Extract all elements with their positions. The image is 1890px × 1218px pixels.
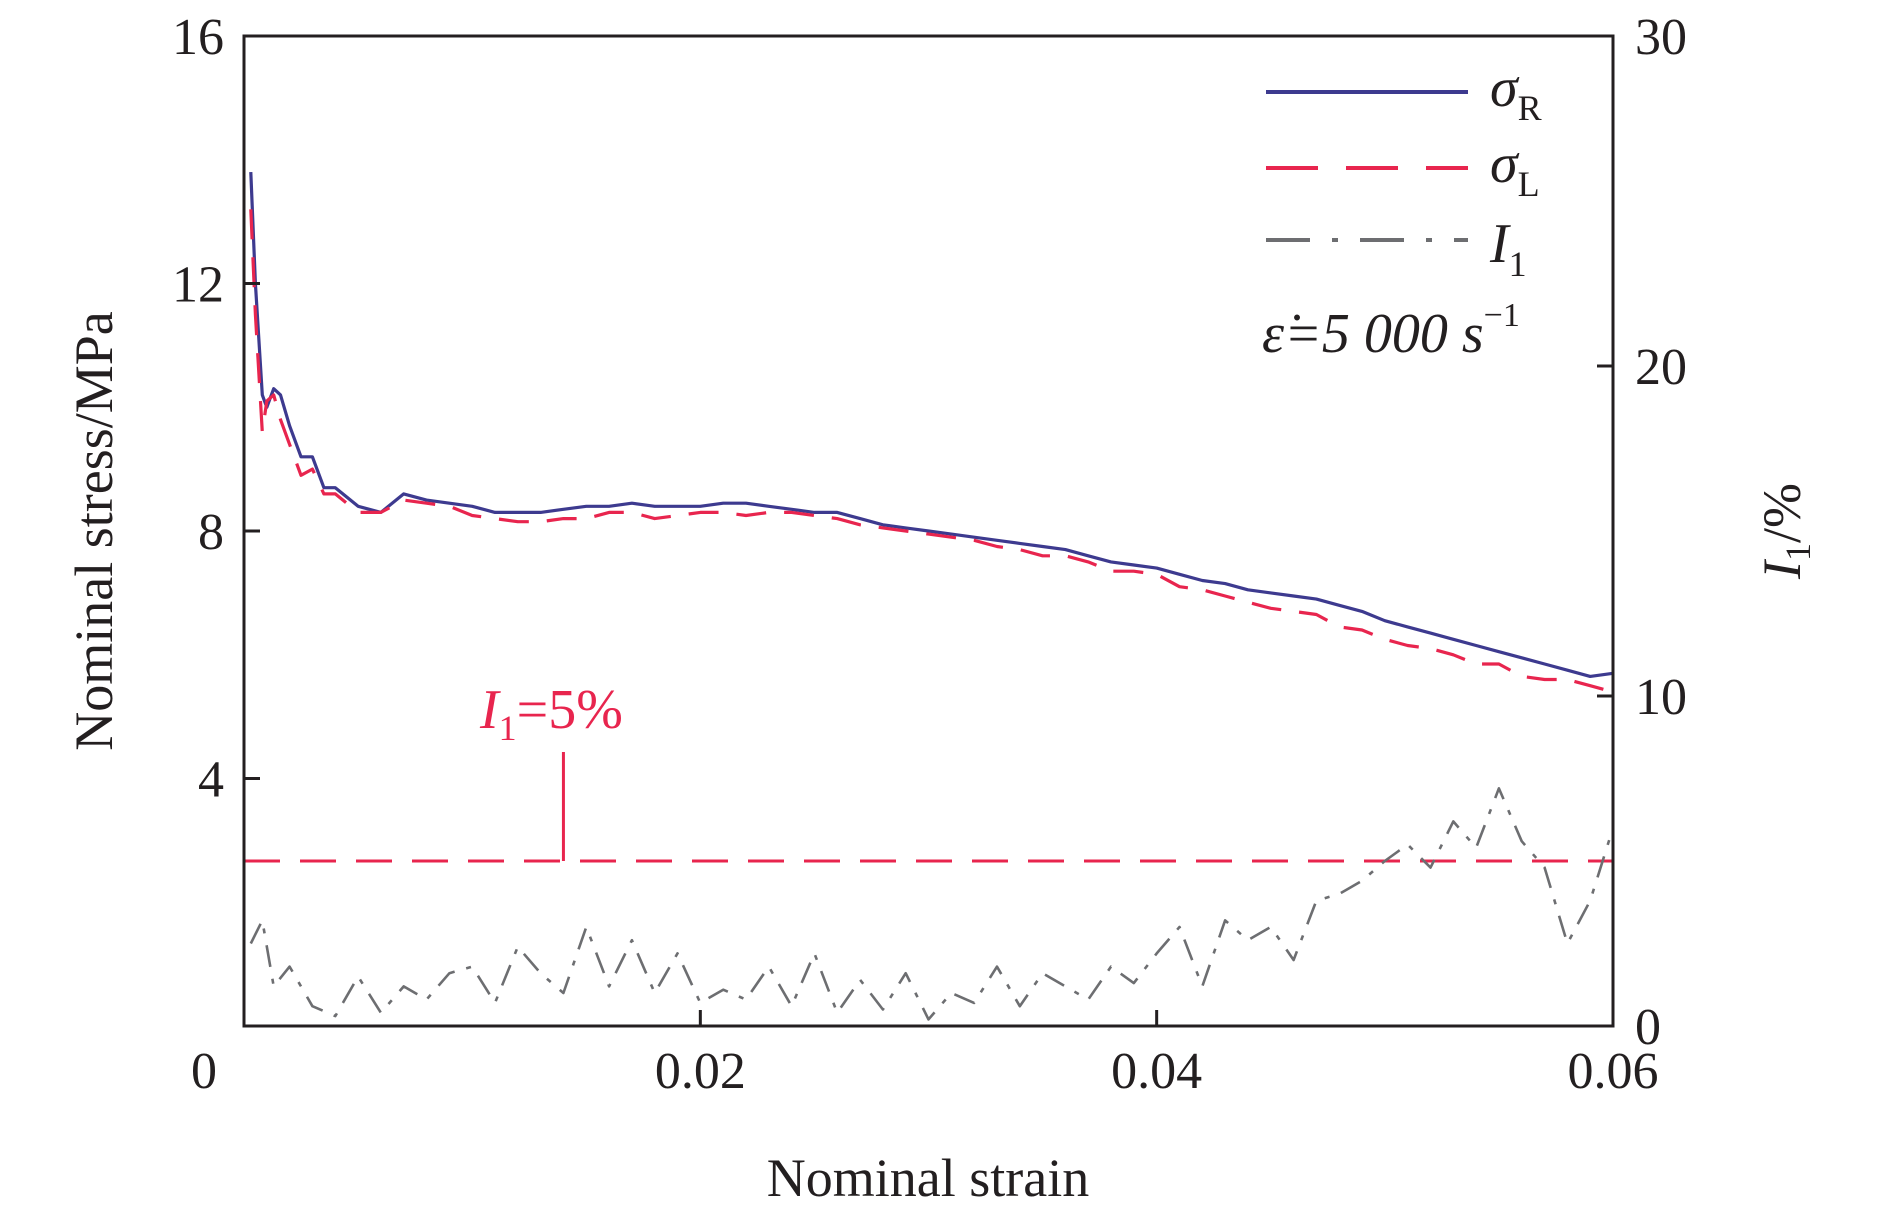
legend-label-sigma-l: σL bbox=[1490, 133, 1540, 204]
legend-label-i1-sub: 1 bbox=[1509, 244, 1527, 284]
threshold-label-suffix: =5% bbox=[517, 679, 623, 741]
legend-label-sigma-l-sub: L bbox=[1518, 164, 1540, 204]
legend-label-sigma-r-sub: R bbox=[1518, 88, 1542, 128]
y-right-tick-label-1: 10 bbox=[1635, 669, 1687, 726]
x-tick-label-3: 0.06 bbox=[1568, 1043, 1659, 1100]
threshold-label-sub: 1 bbox=[499, 708, 517, 748]
y-axis-title-right: I1/% bbox=[1752, 483, 1818, 580]
y-right-tick-label-2: 20 bbox=[1635, 339, 1687, 396]
series-line-1 bbox=[249, 209, 1614, 694]
y-left-tick-label-2: 12 bbox=[172, 257, 224, 314]
legend-label-sigma-r: σR bbox=[1490, 57, 1542, 128]
y-left-tick-label-1: 8 bbox=[198, 504, 224, 561]
strain-rate-sup: −1 bbox=[1484, 297, 1520, 334]
y-right-tick-label-3: 30 bbox=[1635, 9, 1687, 66]
y-axis-title-right-sub: 1 bbox=[1778, 543, 1818, 561]
y-right-tick-label-0: 0 bbox=[1635, 999, 1661, 1056]
strain-rate-main: ε̇=5 000 s bbox=[1262, 303, 1484, 365]
y-axis-title-left: Nominal stress/MPa bbox=[64, 311, 124, 751]
legend-label-i1: I1 bbox=[1489, 213, 1527, 284]
x-tick-label-0: 0 bbox=[191, 1043, 217, 1100]
x-tick-label-1: 0.02 bbox=[655, 1043, 746, 1100]
plot-layer bbox=[244, 172, 1615, 1021]
ticks-layer: 0 0.02 0.04 0.06 4 8 12 16 0 10 20 30 bbox=[172, 9, 1687, 1100]
series-line-0 bbox=[249, 172, 1614, 679]
threshold-label: I1=5% bbox=[479, 679, 623, 748]
y-left-tick-label-3: 16 bbox=[172, 9, 224, 66]
strain-rate-annotation: ε̇=5 000 s−1 bbox=[1262, 297, 1520, 365]
legend: σR σL I1 ε̇=5 000 s−1 bbox=[1262, 57, 1542, 365]
legend-label-sigma-r-main: σ bbox=[1490, 57, 1520, 119]
legend-label-sigma-l-main: σ bbox=[1490, 133, 1520, 195]
y-left-tick-label-0: 4 bbox=[198, 752, 224, 809]
legend-label-i1-main: I bbox=[1489, 213, 1511, 275]
x-axis-title: Nominal strain bbox=[767, 1148, 1089, 1208]
threshold-label-main: I bbox=[479, 679, 501, 741]
series-line-2 bbox=[249, 787, 1615, 1021]
y-axis-title-right-suffix: /% bbox=[1752, 483, 1812, 543]
y-axis-title-right-main: I bbox=[1752, 558, 1812, 580]
x-tick-label-2: 0.04 bbox=[1111, 1043, 1202, 1100]
